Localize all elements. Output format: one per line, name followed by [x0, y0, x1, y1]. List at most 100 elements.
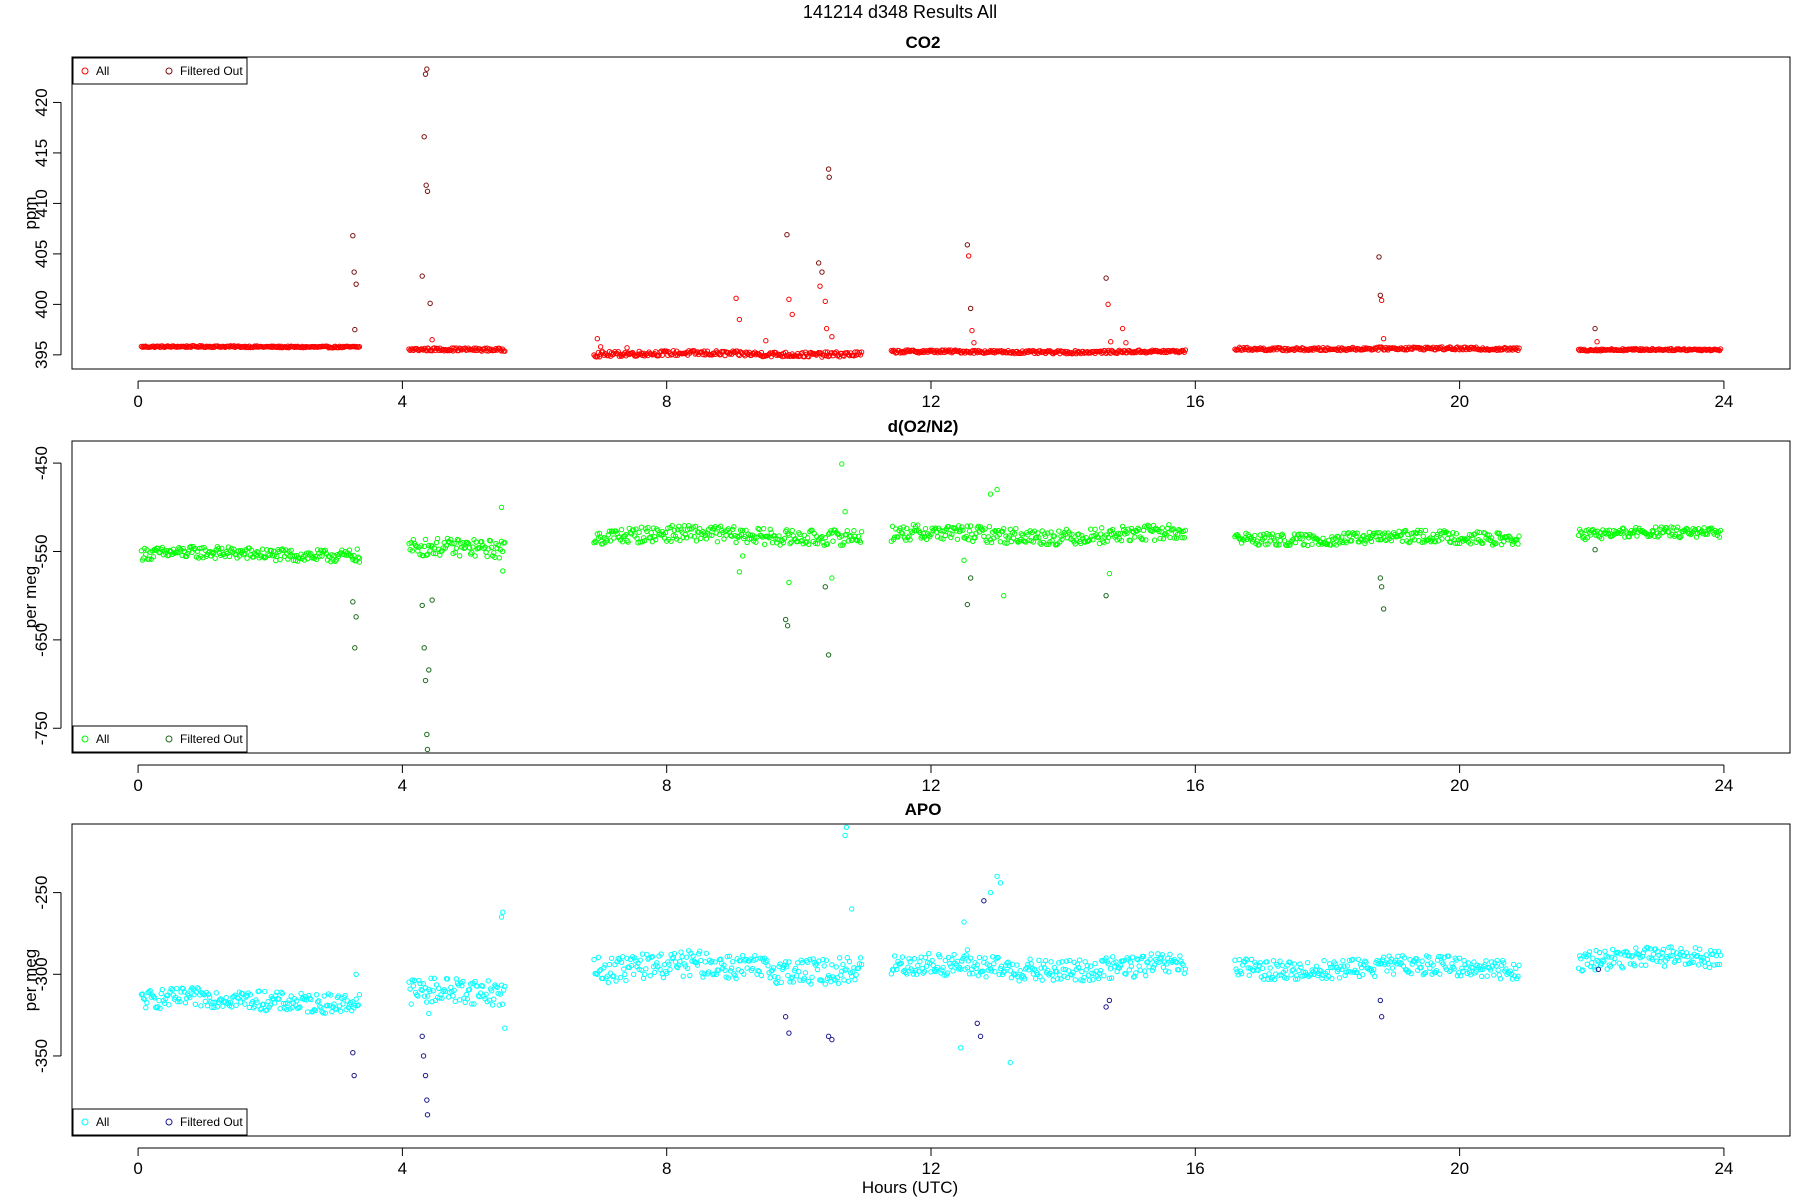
- apo-point: [333, 1006, 340, 1012]
- co2-point: [969, 327, 975, 334]
- o2n2-point: [1171, 535, 1178, 541]
- o2n2-point: [659, 528, 665, 535]
- o2n2-point: [1343, 539, 1349, 546]
- apo-point: [1480, 966, 1486, 973]
- o2n2-point: [955, 523, 962, 529]
- apo-point: [247, 991, 254, 998]
- apo-point: [983, 974, 989, 980]
- apo-point: [617, 974, 624, 981]
- o2n2-point: [226, 553, 233, 560]
- o2n2-point: [1053, 542, 1060, 548]
- o2n2-point: [1453, 531, 1460, 537]
- apo-point: [1495, 967, 1501, 973]
- o2n2-point: [1045, 530, 1051, 536]
- apo-point: [765, 963, 771, 969]
- apo-point: [630, 971, 637, 978]
- apo-point: [1321, 957, 1327, 964]
- apo-legend-box: [72, 1108, 248, 1136]
- o2n2-point: [958, 527, 964, 533]
- o2n2-point: [714, 539, 721, 545]
- o2n2-point: [322, 547, 328, 553]
- apo-point: [605, 979, 612, 986]
- apo-point: [1493, 963, 1499, 969]
- apo-point: [823, 957, 830, 964]
- apo-point: [843, 966, 849, 972]
- apo-point: [632, 955, 638, 961]
- apo-point: [852, 976, 858, 983]
- apo-point: [1650, 951, 1657, 957]
- o2n2-point: [1500, 539, 1507, 545]
- apo-point: [1360, 971, 1366, 978]
- co2-y-tick-label: 410: [32, 189, 51, 217]
- co2-point: [1514, 345, 1520, 351]
- o2n2-point: [1328, 542, 1334, 548]
- o2n2-point: [997, 539, 1004, 545]
- apo-point: [256, 988, 262, 994]
- o2n2-point: [954, 536, 961, 542]
- o2n2-x-tick-label: 8: [662, 776, 671, 795]
- apo-point: [496, 1002, 502, 1008]
- o2n2-point: [210, 550, 216, 557]
- apo-point: [1326, 961, 1333, 967]
- apo-point: [942, 957, 949, 964]
- apo-point: [497, 991, 504, 997]
- apo-point: [1470, 965, 1476, 971]
- o2n2-panel: d(O2/N2) 0 4 8 12 16 20 24 -450 -550 -650 -750 per m…: [21, 417, 1791, 795]
- apo-point: [1704, 956, 1711, 963]
- o2n2-x-tick-label: 0: [133, 776, 142, 795]
- o2n2-point: [1579, 530, 1585, 536]
- apo-point: [212, 999, 218, 1005]
- apo-point: [1117, 963, 1124, 969]
- o2n2-point: [618, 526, 625, 533]
- o2n2-point: [978, 526, 985, 533]
- co2-y-tick-label: 415: [32, 139, 51, 167]
- apo-point: [701, 971, 707, 977]
- o2n2-point: [1011, 531, 1018, 537]
- apo-point: [355, 1002, 362, 1008]
- apo-point: [815, 958, 822, 964]
- apo-y-tick-label: -350: [32, 1039, 51, 1073]
- o2n2-point: [1354, 530, 1360, 536]
- apo-point: [836, 955, 843, 961]
- apo-point: [1297, 961, 1303, 967]
- o2n2-point: [755, 525, 761, 532]
- apo-point: [260, 1001, 267, 1008]
- o2n2-point: [1274, 542, 1280, 548]
- apo-point: [1255, 967, 1261, 974]
- o2n2-point: [1480, 540, 1486, 546]
- apo-point: [1291, 961, 1298, 967]
- o2n2-point: [669, 522, 675, 529]
- apo-point: [282, 1000, 289, 1007]
- apo-legend-filtered-label: Filtered Out: [180, 1115, 243, 1129]
- apo-point: [1248, 956, 1255, 963]
- co2-y-tick-label: 420: [32, 88, 51, 116]
- apo-point: [615, 955, 621, 962]
- apo-point: [1328, 964, 1334, 971]
- o2n2-point: [1257, 532, 1263, 538]
- o2n2-point: [928, 531, 934, 538]
- o2n2-point: [1677, 534, 1683, 541]
- apo-point: [1266, 971, 1272, 977]
- o2n2-point: [183, 553, 190, 560]
- apo-point: [1426, 954, 1432, 960]
- co2-point: [656, 352, 662, 359]
- o2n2-point: [439, 548, 445, 554]
- apo-point: [844, 955, 851, 961]
- o2n2-point: [788, 539, 794, 545]
- o2n2-point: [177, 546, 183, 552]
- apo-point: [1006, 962, 1012, 968]
- o2n2-point: [1702, 531, 1708, 538]
- apo-point: [831, 976, 837, 982]
- apo-point: [1288, 972, 1294, 978]
- o2n2-point: [623, 531, 629, 538]
- apo-point: [646, 955, 652, 961]
- o2n2-point: [1655, 534, 1661, 540]
- o2n2-point: [781, 535, 788, 542]
- apo-point: [1067, 957, 1073, 964]
- o2n2-point: [606, 528, 613, 534]
- apo-point: [601, 964, 607, 971]
- apo-point: [939, 967, 945, 973]
- apo-point: [297, 1004, 303, 1010]
- apo-point: [997, 880, 1004, 886]
- o2n2-point: [244, 555, 250, 561]
